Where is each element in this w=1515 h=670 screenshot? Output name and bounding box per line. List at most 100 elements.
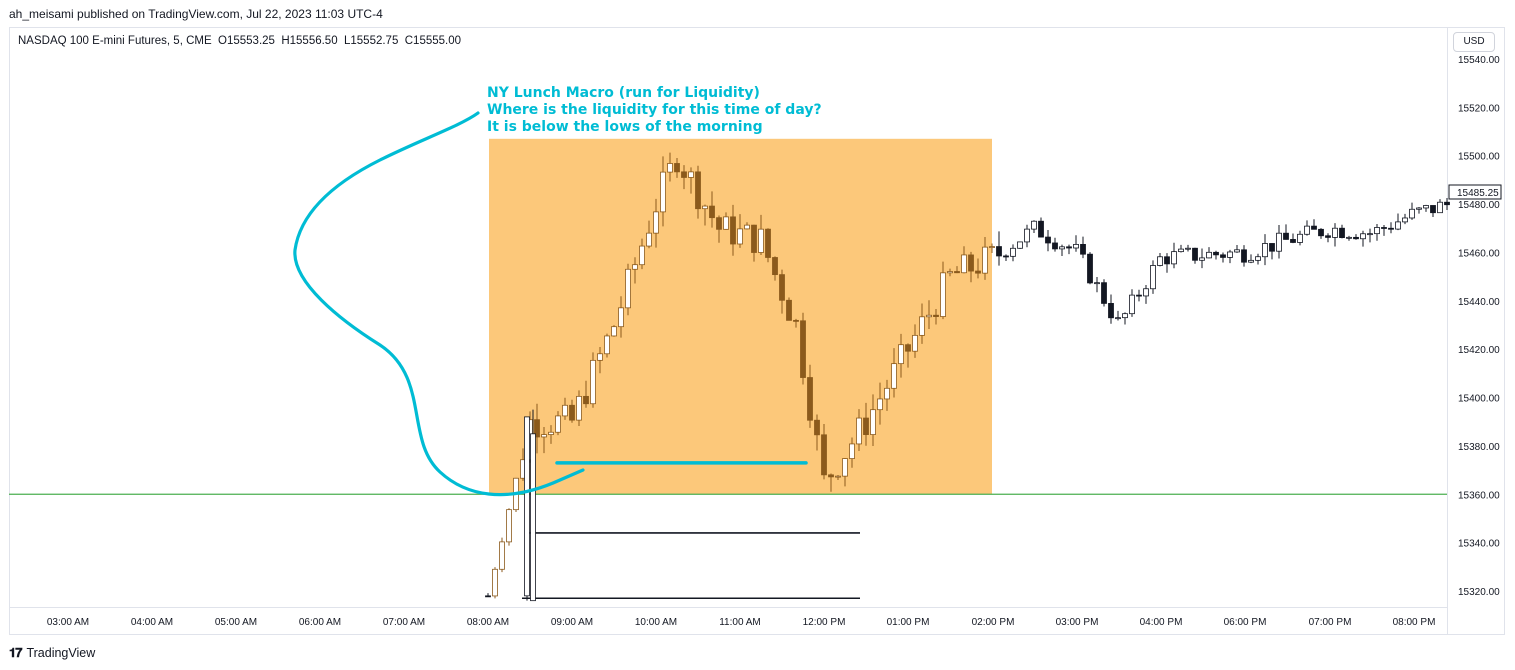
candle-body bbox=[632, 264, 638, 270]
candle bbox=[1255, 253, 1261, 265]
candle-body bbox=[1031, 220, 1037, 230]
time-tick-label: 11:00 AM bbox=[719, 617, 761, 628]
candle bbox=[933, 308, 939, 325]
candle-body bbox=[1248, 259, 1254, 263]
candle bbox=[1143, 284, 1149, 304]
candle-body bbox=[1157, 256, 1163, 266]
candle-body bbox=[842, 458, 848, 477]
candle bbox=[541, 427, 547, 454]
candle bbox=[905, 343, 911, 368]
candle-body bbox=[1276, 232, 1282, 252]
spike-candle bbox=[524, 416, 530, 601]
annotation-text: NY Lunch Macro (run for Liquidity) Where… bbox=[487, 85, 822, 135]
candle bbox=[989, 243, 995, 253]
candle-body bbox=[828, 474, 834, 478]
candle bbox=[506, 508, 512, 546]
candle-body bbox=[548, 431, 554, 435]
candle-body bbox=[1234, 249, 1240, 253]
candle-body bbox=[947, 271, 953, 274]
candle bbox=[919, 303, 925, 344]
candle-body bbox=[583, 395, 589, 405]
candle bbox=[1101, 279, 1107, 307]
time-tick-label: 07:00 PM bbox=[1309, 617, 1352, 628]
candle-body bbox=[807, 377, 813, 421]
candle-body bbox=[1003, 255, 1009, 258]
candle-body bbox=[877, 398, 883, 411]
candle bbox=[1164, 253, 1170, 273]
time-tick-label: 07:00 AM bbox=[383, 617, 425, 628]
price-tick-label: 15460.00 bbox=[1458, 248, 1500, 259]
candle-body bbox=[576, 395, 582, 421]
candle-body bbox=[1115, 317, 1121, 320]
candle bbox=[765, 228, 771, 263]
price-tick-label: 15540.00 bbox=[1458, 55, 1500, 66]
candle bbox=[646, 220, 652, 249]
candle bbox=[940, 261, 946, 320]
tradingview-footer[interactable]: 𝟏𝟕 TradingView bbox=[9, 645, 95, 661]
candle-body bbox=[674, 163, 680, 173]
candle bbox=[1108, 294, 1114, 324]
candle-body bbox=[1255, 256, 1261, 261]
candle bbox=[688, 167, 694, 194]
price-tick-label: 15320.00 bbox=[1458, 587, 1500, 598]
last-price-tag: 15485.25 bbox=[1448, 184, 1502, 200]
candle bbox=[1262, 234, 1268, 266]
brand-label: TradingView bbox=[26, 646, 96, 660]
candle-body bbox=[485, 595, 491, 598]
candle bbox=[814, 414, 820, 451]
candle-body bbox=[765, 228, 771, 258]
time-tick-label: 02:00 PM bbox=[972, 617, 1015, 628]
candle bbox=[828, 473, 834, 492]
candle-body bbox=[1339, 227, 1345, 238]
candle bbox=[1269, 243, 1275, 260]
candle bbox=[842, 458, 848, 487]
candle bbox=[1003, 254, 1009, 262]
candle bbox=[1227, 249, 1233, 264]
candle-body bbox=[1318, 228, 1324, 237]
price-tick-label: 15440.00 bbox=[1458, 297, 1500, 308]
candle-body bbox=[968, 254, 974, 272]
currency-button[interactable]: USD bbox=[1453, 32, 1495, 52]
candle-body bbox=[1353, 236, 1359, 240]
candle bbox=[674, 157, 680, 178]
candle-body bbox=[1283, 232, 1289, 240]
candle bbox=[625, 263, 631, 316]
price-tick-label: 15500.00 bbox=[1458, 152, 1500, 163]
candle bbox=[1437, 199, 1443, 214]
candle-body bbox=[653, 211, 659, 234]
price-axis[interactable]: 15320.00 15340.00 15360.00 15380.00 15400.00… bbox=[1458, 55, 1500, 598]
candle bbox=[709, 191, 715, 228]
candle bbox=[1332, 223, 1338, 247]
candle-body bbox=[569, 404, 575, 421]
candle-body bbox=[597, 353, 603, 361]
candle-body bbox=[1199, 257, 1205, 261]
candle-body bbox=[961, 254, 967, 274]
time-axis[interactable]: 03:00 AM 04:00 AM 05:00 AM 06:00 AM 07:00 AM… bbox=[47, 617, 1436, 628]
candle-body bbox=[1430, 205, 1436, 214]
candle bbox=[1353, 234, 1359, 240]
candle-body bbox=[814, 419, 820, 436]
candle bbox=[1192, 247, 1198, 264]
price-tick-label: 15400.00 bbox=[1458, 394, 1500, 405]
candle bbox=[716, 215, 722, 243]
candle bbox=[1374, 224, 1380, 241]
candle-body bbox=[1129, 294, 1135, 315]
candle-body bbox=[534, 419, 540, 438]
candle bbox=[793, 318, 799, 328]
candle bbox=[1297, 230, 1303, 246]
candle-body bbox=[800, 320, 806, 378]
candle-body bbox=[1409, 208, 1415, 219]
candle-body bbox=[1164, 256, 1170, 265]
candle-body bbox=[1024, 228, 1030, 243]
candles-group bbox=[485, 152, 1450, 602]
time-axis-divider bbox=[9, 607, 1447, 608]
time-tick-label: 10:00 AM bbox=[635, 617, 677, 628]
candle bbox=[863, 402, 869, 446]
candle-body bbox=[1381, 227, 1387, 229]
candle bbox=[1325, 233, 1331, 243]
candle bbox=[1311, 219, 1317, 230]
time-tick-label: 01:00 PM bbox=[887, 617, 930, 628]
candle-body bbox=[499, 541, 505, 570]
candle-body bbox=[492, 568, 498, 597]
